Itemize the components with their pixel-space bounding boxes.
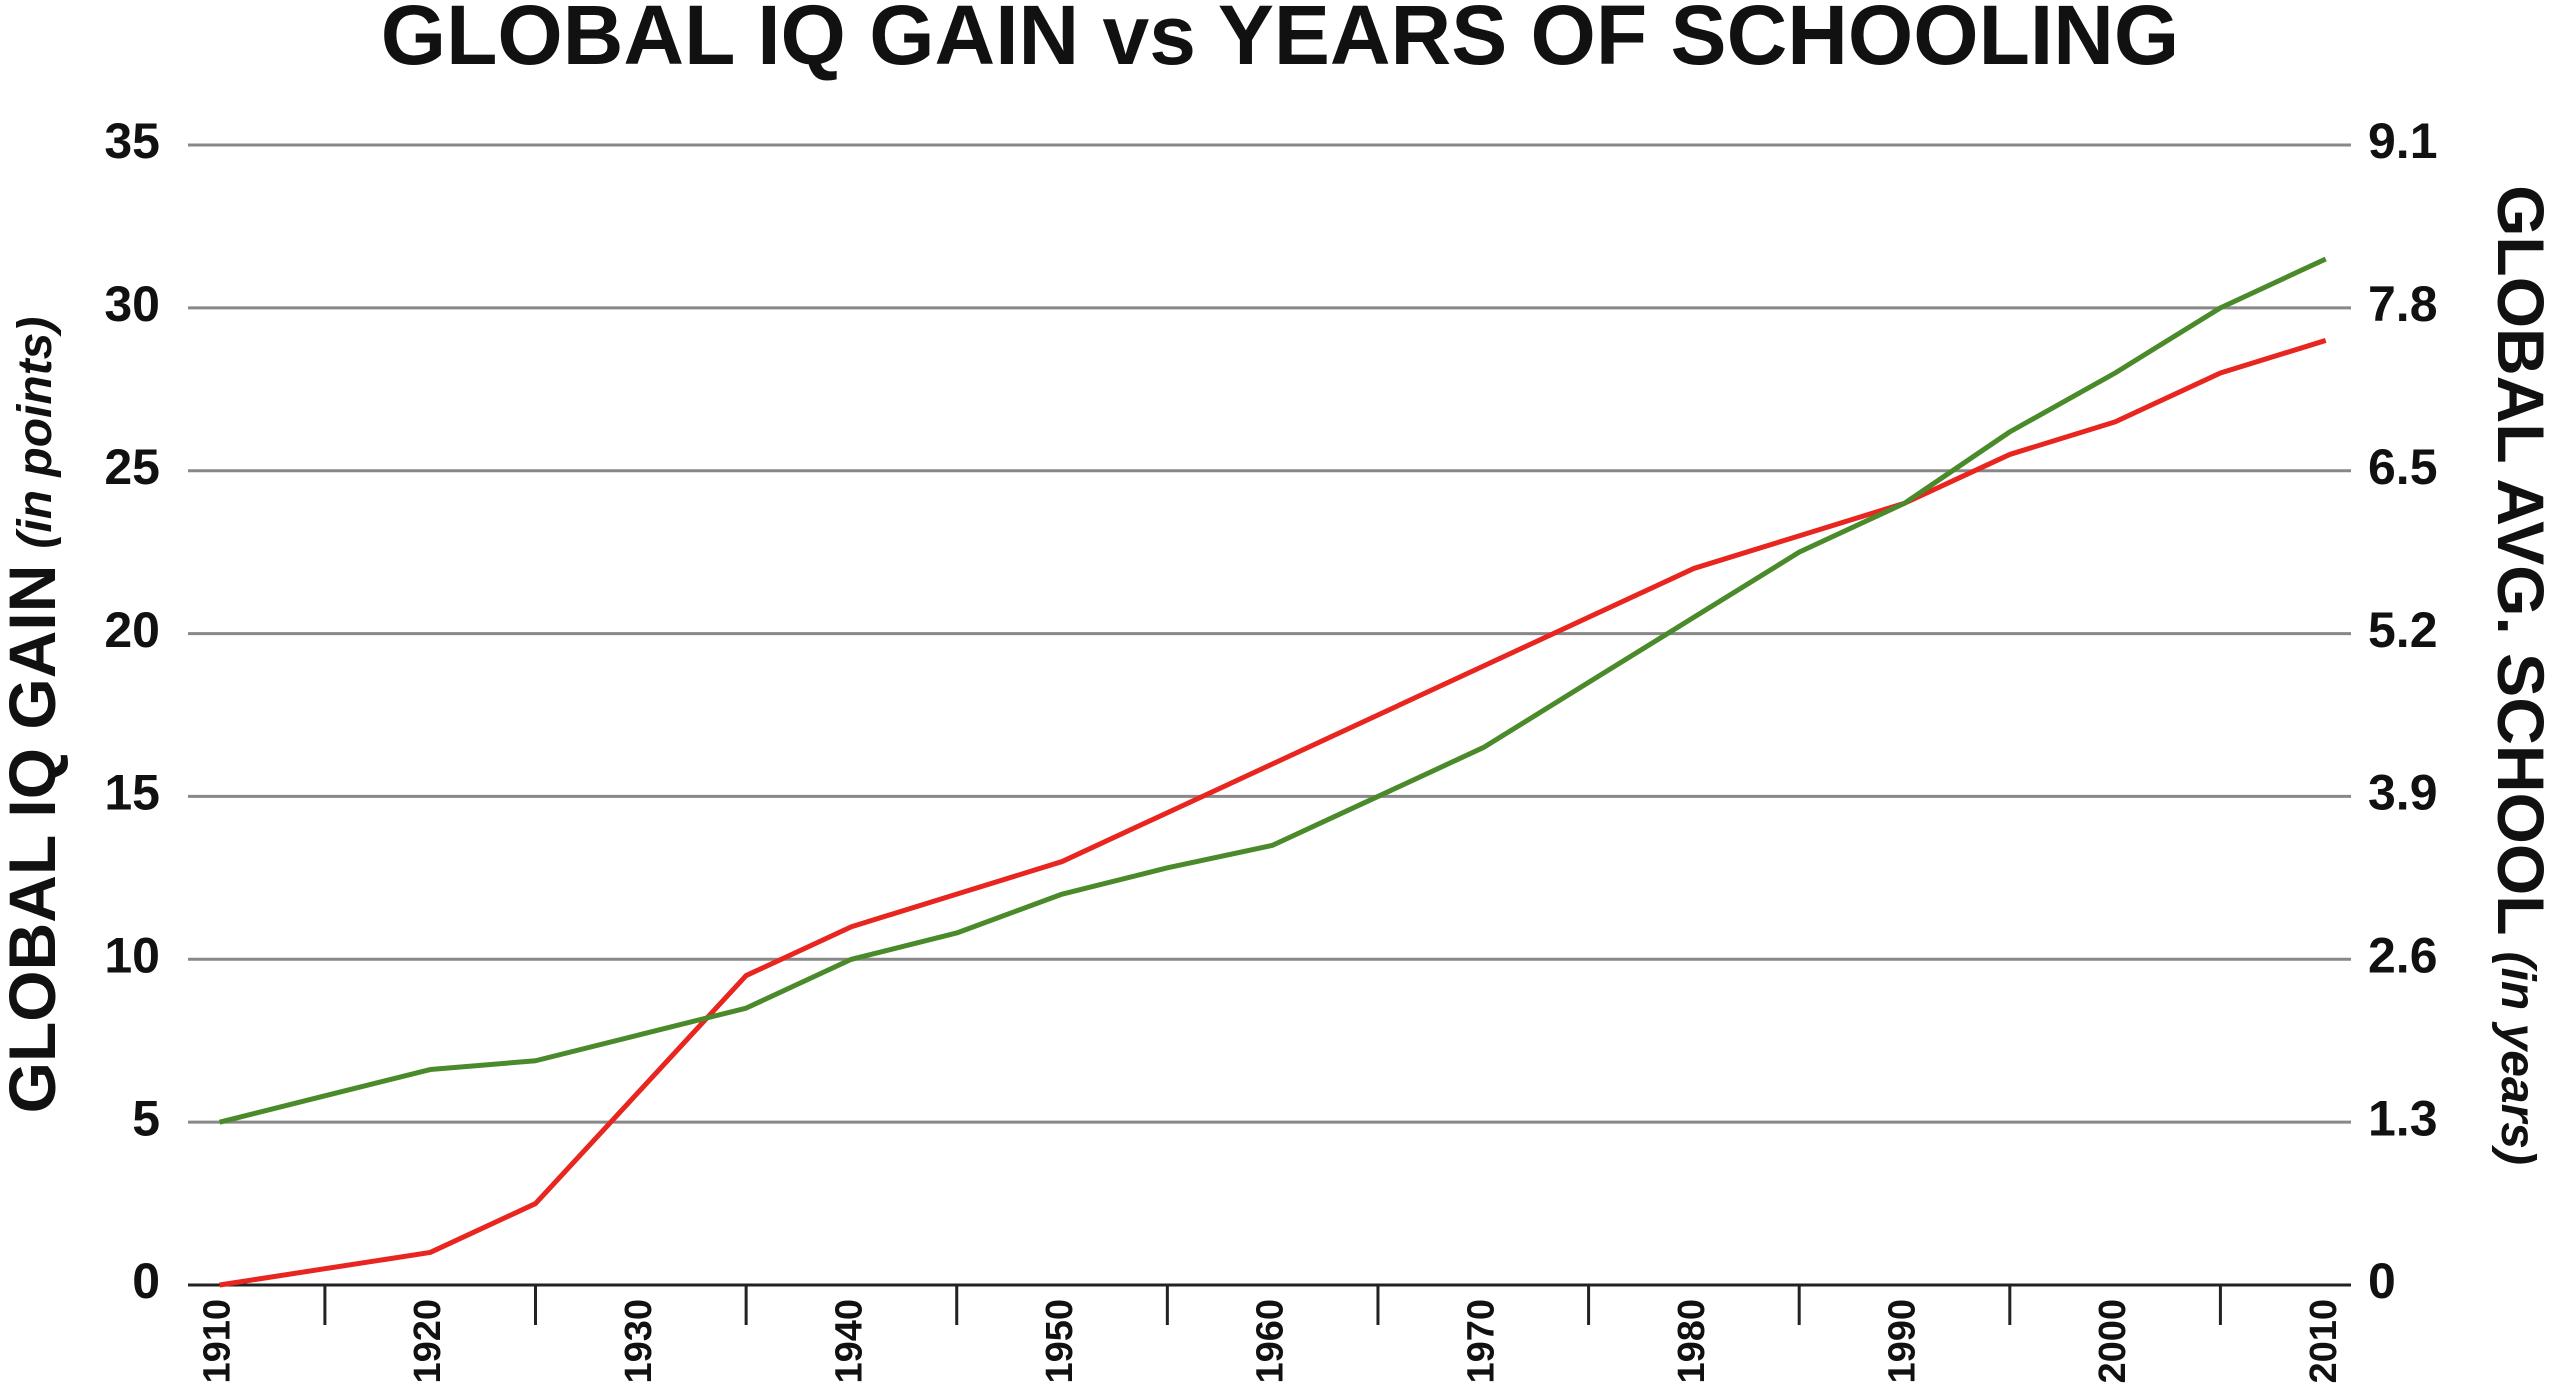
y-tick-label: 25 xyxy=(104,439,160,495)
x-tick-label: 1930 xyxy=(618,1299,660,1384)
x-tick-label: 2000 xyxy=(2092,1299,2134,1384)
y-tick-label: 35 xyxy=(104,113,160,169)
y-tick-label: 10 xyxy=(104,927,160,983)
y2-tick-label: 6.5 xyxy=(2368,439,2438,495)
y-tick-label: 30 xyxy=(104,276,160,332)
y2-tick-label: 3.9 xyxy=(2368,765,2438,821)
x-tick-label: 1990 xyxy=(1882,1299,1924,1384)
x-tick-label: 1910 xyxy=(197,1299,239,1384)
x-tick-label: 1950 xyxy=(1039,1299,1081,1384)
x-tick-label: 1970 xyxy=(1460,1299,1502,1384)
y2-tick-label: 1.3 xyxy=(2368,1090,2438,1146)
y2-axis-title: GLOBAL AVG. SCHOOL (in years) xyxy=(2484,185,2558,1165)
y2-tick-label: 7.8 xyxy=(2368,276,2438,332)
x-tick-label: 2010 xyxy=(2303,1299,2345,1384)
y-tick-label: 5 xyxy=(132,1090,160,1146)
y-axis-title-note: (in points) xyxy=(9,317,62,549)
x-tick-label: 1960 xyxy=(1250,1299,1292,1384)
y-axis-title-text: GLOBAL IQ GAIN xyxy=(0,565,69,1114)
y2-tick-label: 0 xyxy=(2368,1253,2396,1309)
y2-axis-title-note: (in years) xyxy=(2491,952,2544,1165)
y2-tick-label: 5.2 xyxy=(2368,602,2438,658)
data-line xyxy=(219,338,2327,1288)
x-tick-label: 1920 xyxy=(407,1299,449,1384)
x-tick-label: 1980 xyxy=(1671,1299,1713,1384)
y2-axis-title-text: GLOBAL AVG. SCHOOL xyxy=(2484,185,2558,935)
y-tick-label: 15 xyxy=(104,765,160,821)
x-tick-label: 1940 xyxy=(828,1299,870,1384)
y-tick-label: 0 xyxy=(132,1253,160,1309)
data-line xyxy=(218,256,2327,1125)
y2-tick-label: 9.1 xyxy=(2368,113,2438,169)
y-tick-label: 20 xyxy=(104,602,160,658)
y2-tick-label: 2.6 xyxy=(2368,927,2438,983)
y-axis-title: GLOBAL IQ GAIN (in points) xyxy=(0,317,69,1114)
chart-title: GLOBAL IQ GAIN vs YEARS OF SCHOOLING xyxy=(381,0,2179,82)
